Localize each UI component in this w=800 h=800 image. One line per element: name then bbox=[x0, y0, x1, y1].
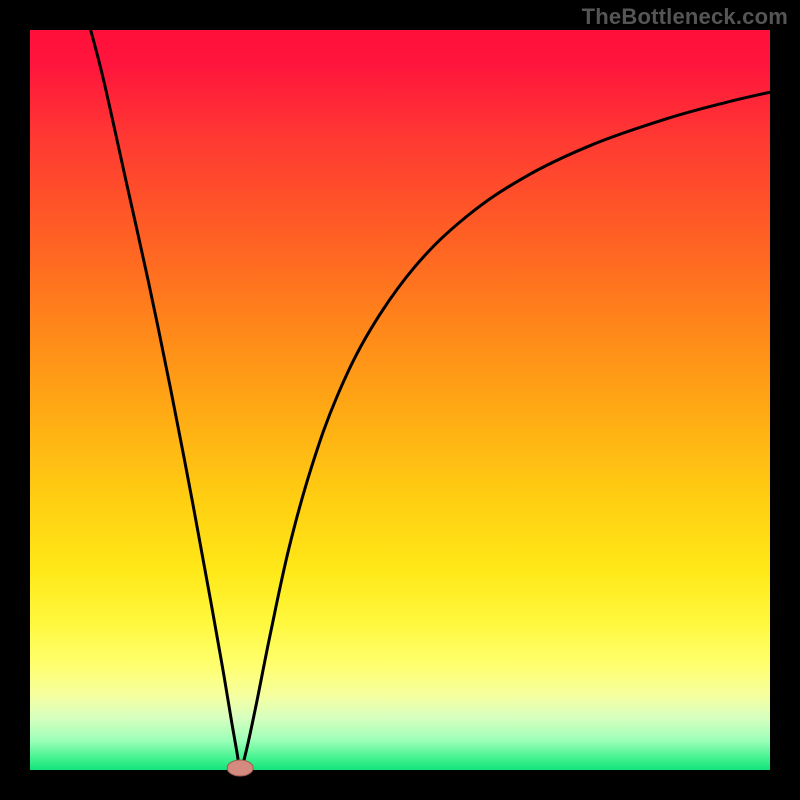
bottleneck-chart-svg bbox=[0, 0, 800, 800]
chart-frame: TheBottleneck.com bbox=[0, 0, 800, 800]
plot-background bbox=[30, 30, 770, 770]
optimum-marker bbox=[227, 760, 253, 776]
watermark-text: TheBottleneck.com bbox=[582, 4, 788, 30]
